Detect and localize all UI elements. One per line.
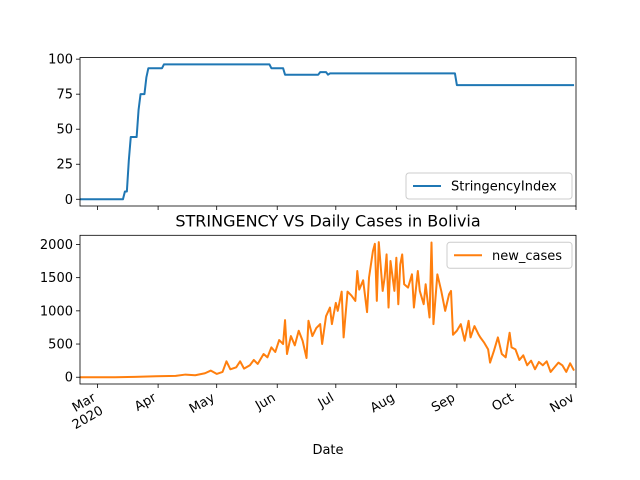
y-tick-label: 25 — [56, 158, 73, 173]
y-tick-label: 2000 — [40, 238, 73, 253]
axes-frame — [79, 234, 577, 385]
series-line — [80, 63, 575, 201]
y-tick-label: 1500 — [40, 271, 73, 286]
x-tick-label: Jul — [315, 390, 337, 411]
y-tick-label: 50 — [56, 123, 73, 138]
y-tick-label: 100 — [48, 53, 73, 68]
axes-frame — [79, 57, 577, 207]
chart-title: STRINGENCY VS Daily Cases in Bolivia — [175, 211, 480, 230]
legend-box — [405, 172, 573, 200]
legend-label: new_cases — [492, 249, 562, 264]
x-axis-label: Date — [312, 443, 343, 458]
y-tick-label: 0 — [65, 371, 73, 386]
y-tick-label: 0 — [65, 193, 73, 208]
legend-label: StringencyIndex — [451, 180, 557, 195]
legend-box — [446, 241, 573, 269]
y-tick-label: 500 — [48, 338, 73, 353]
y-tick-label: 75 — [56, 88, 73, 103]
series-line — [80, 241, 575, 379]
y-tick-label: 1000 — [40, 304, 73, 319]
